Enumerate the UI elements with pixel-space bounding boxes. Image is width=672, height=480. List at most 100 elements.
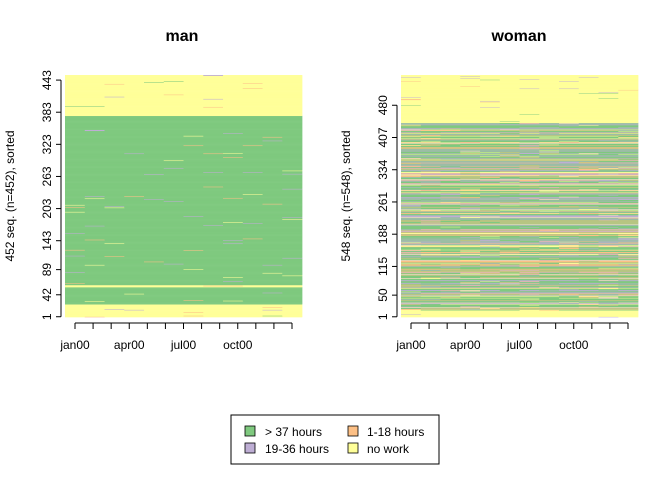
heatmap-cell [499, 236, 520, 237]
heatmap-cell [401, 290, 501, 291]
heatmap-cell [401, 98, 639, 100]
heatmap-cell [65, 243, 303, 245]
heatmap-cell [401, 205, 422, 207]
heatmap-cell [401, 284, 422, 286]
heatmap-cell [65, 97, 303, 99]
heatmap-cell [65, 176, 303, 178]
heatmap-cell [618, 241, 639, 243]
heatmap-cell [65, 245, 303, 247]
heatmap-cell [65, 241, 303, 243]
heatmap-cell [460, 264, 481, 266]
heatmap-cell [65, 184, 303, 186]
heatmap-cell [65, 275, 283, 277]
heatmap-cell [401, 187, 540, 188]
heatmap-cell [65, 234, 303, 235]
heatmap-cell [84, 196, 105, 197]
heatmap-cell [65, 249, 86, 251]
heatmap-cell [519, 139, 540, 140]
heatmap-cell [578, 208, 599, 210]
heatmap-cell [539, 269, 639, 271]
heatmap-cell [65, 268, 184, 270]
heatmap-cell [65, 316, 86, 318]
heatmap-cell [203, 299, 303, 301]
heatmap-cell [539, 180, 639, 182]
heatmap-cell [401, 191, 639, 193]
heatmap-cell [401, 139, 520, 140]
heatmap-cell [460, 141, 520, 143]
heatmap-cell [401, 282, 422, 284]
heatmap-cell [65, 86, 303, 88]
heatmap-cell [65, 219, 303, 221]
heatmap-cell [65, 91, 303, 93]
heatmap-cell [65, 115, 303, 117]
heatmap-cell [401, 286, 422, 287]
heatmap-cell [401, 164, 639, 165]
heatmap-cell [618, 302, 639, 304]
legend-frame [230, 414, 440, 465]
heatmap-cell [539, 275, 599, 276]
heatmap-cell [401, 105, 639, 107]
heatmap-cell [65, 230, 303, 232]
heatmap-cell [539, 241, 560, 243]
heatmap-cell [499, 254, 599, 256]
heatmap-cell [401, 203, 639, 205]
heatmap-cell [65, 290, 303, 292]
heatmap-cell [559, 248, 639, 250]
heatmap-cell [84, 272, 303, 273]
heatmap-cell [559, 206, 580, 207]
heatmap-cell [401, 222, 422, 223]
heatmap-cell [401, 148, 520, 150]
heatmap-cell [519, 204, 540, 206]
heatmap-cell [519, 143, 540, 145]
heatmap-cell [559, 296, 580, 298]
heatmap-cell [420, 309, 639, 310]
heatmap-cell [401, 210, 481, 211]
heatmap-cell [578, 161, 639, 163]
heatmap-cell [65, 267, 303, 269]
heatmap-cell [499, 155, 520, 157]
heatmap-cell [401, 162, 422, 164]
heatmap-cell [480, 250, 639, 252]
heatmap-cell [65, 264, 303, 265]
heatmap-cell [183, 167, 303, 169]
heatmap-cell [65, 265, 303, 266]
heatmap-cell [65, 90, 303, 92]
heatmap-cell [578, 77, 599, 78]
heatmap-cell [440, 304, 639, 305]
heatmap-cell [65, 291, 303, 293]
heatmap-cell [401, 120, 501, 122]
heatmap-cell [65, 77, 303, 79]
heatmap-cell [519, 122, 540, 124]
heatmap-cell [578, 296, 619, 298]
heatmap-cell [65, 104, 303, 106]
heatmap-cell [598, 284, 619, 286]
heatmap-cell [460, 308, 481, 310]
heatmap-cell [401, 131, 619, 132]
heatmap-cell [559, 289, 580, 290]
heatmap-cell [578, 264, 639, 266]
heatmap-cell [401, 145, 441, 147]
heatmap-cell [183, 311, 204, 313]
heatmap-cell [420, 140, 441, 142]
heatmap-cell [401, 175, 481, 177]
heatmap-cell [420, 144, 520, 146]
heatmap-cell [401, 296, 441, 298]
heatmap-cell [598, 173, 619, 175]
heatmap-cell [499, 256, 520, 258]
heatmap-cell [401, 228, 422, 230]
heatmap-cell [65, 254, 303, 256]
heatmap-cell [124, 308, 303, 310]
heatmap-cell [223, 221, 244, 223]
heatmap-cell [104, 83, 125, 85]
heatmap-cell [578, 212, 639, 214]
heatmap-cell [598, 228, 639, 230]
heatmap-cell [65, 269, 303, 271]
heatmap-cell [65, 200, 165, 202]
heatmap-cell [401, 168, 580, 169]
heatmap-cell [65, 164, 303, 166]
heatmap-cell [539, 149, 560, 151]
heatmap-cell [539, 188, 580, 190]
heatmap-cell [519, 218, 639, 220]
heatmap-cell [401, 304, 422, 305]
heatmap-cell [480, 155, 501, 157]
